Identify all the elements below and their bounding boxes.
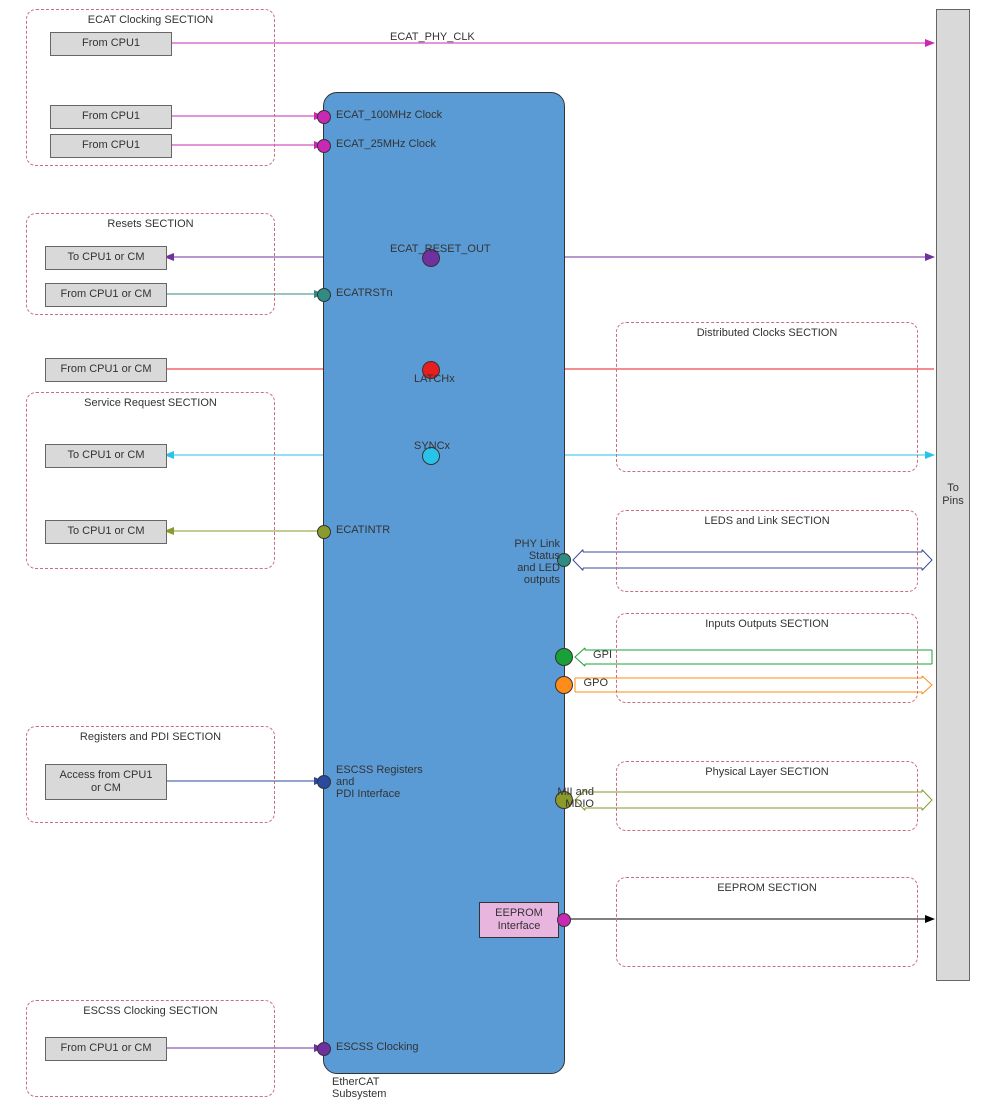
box-clk2: From CPU1 [50,105,172,129]
port-eepromS [557,913,571,927]
to-pins-block: ToPins [936,9,970,981]
label-latchx: LATCHx [414,373,455,385]
to-pins-label: ToPins [942,482,963,507]
box-escssB: From CPU1 or CM [45,1037,167,1061]
box-pdi: Access from CPU1or CM [45,764,167,800]
label-gpo: GPO [534,677,608,689]
box-clk1: From CPU1 [50,32,172,56]
section-title: EEPROM SECTION [617,882,917,894]
box-rst1: To CPU1 or CM [45,246,167,270]
box-rst2: From CPU1 or CM [45,283,167,307]
port-ecatintr [317,525,331,539]
section-title: Physical Layer SECTION [617,766,917,778]
label-syncx: SYNCx [414,440,450,452]
label-escssclk: ESCSS Clocking [336,1041,419,1053]
section-title: Inputs Outputs SECTION [617,618,917,630]
port-escssclk [317,1042,331,1056]
port-clk100 [317,110,331,124]
label-clk25: ECAT_25MHz Clock [336,138,436,150]
section-title: Distributed Clocks SECTION [617,327,917,339]
label-rstout: ECAT_RESET_OUT [390,243,491,255]
section-phy: Physical Layer SECTION [616,761,918,831]
section-title: Resets SECTION [27,218,274,230]
ethercat-subsystem-label: EtherCATSubsystem [332,1076,386,1101]
box-latchB: From CPU1 or CM [45,358,167,382]
box-svc2: To CPU1 or CM [45,520,167,544]
eeprom-interface-label: EEPROMInterface [495,907,543,932]
label-ecatintr: ECATINTR [336,524,390,536]
section-leds: LEDS and Link SECTION [616,510,918,592]
label-clk100: ECAT_100MHz Clock [336,109,442,121]
section-io: Inputs Outputs SECTION [616,613,918,703]
section-title: Service Request SECTION [27,397,274,409]
section-title: ECAT Clocking SECTION [27,14,274,26]
section-distClk: Distributed Clocks SECTION [616,322,918,472]
label-phyclk: ECAT_PHY_CLK [390,31,475,43]
port-escssreg [317,775,331,789]
box-clk3: From CPU1 [50,134,172,158]
section-title: LEDS and Link SECTION [617,515,917,527]
section-eepromSec: EEPROM SECTION [616,877,918,967]
label-rstn: ECATRSTn [336,287,393,299]
section-title: Registers and PDI SECTION [27,731,274,743]
eeprom-interface-box: EEPROMInterface [479,902,559,938]
box-svc1: To CPU1 or CM [45,444,167,468]
label-mii: MII andMDIO [520,786,594,810]
label-escssreg: ESCSS RegistersandPDI Interface [336,764,423,800]
label-gpi: GPI [538,649,612,661]
port-rstn [317,288,331,302]
port-clk25 [317,139,331,153]
section-title: ESCSS Clocking SECTION [27,1005,274,1017]
label-phylink: PHY Link Statusand LEDoutputs [486,538,560,586]
